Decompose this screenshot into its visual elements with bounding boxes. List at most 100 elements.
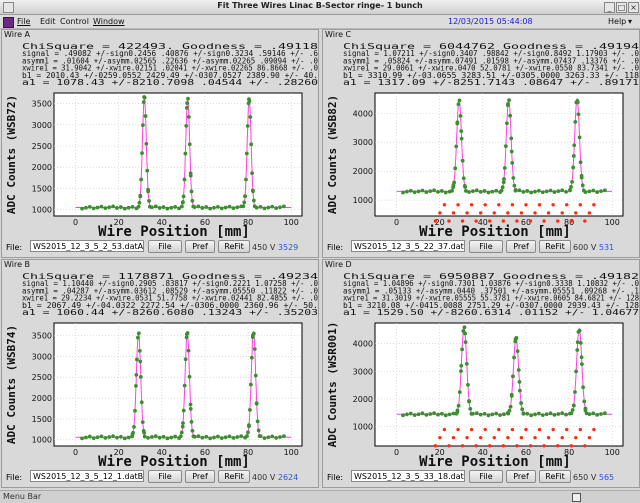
x-tick-label: 60 xyxy=(521,448,531,457)
plot-area xyxy=(53,322,303,447)
fit-stats-line: b1 = 2067.49 +/-04.0322 2272.54 +/-0306.… xyxy=(22,301,318,310)
y-tick-label: 1500 xyxy=(32,415,52,424)
file-controls: File: WS2015_12_3_5_12_1.datB File Pref ReFi… xyxy=(2,470,318,485)
window-menu-button[interactable] xyxy=(3,2,14,13)
background-point xyxy=(560,435,564,440)
refit-button[interactable]: ReFit xyxy=(218,240,250,253)
background-point xyxy=(478,211,483,215)
fit-stats-line: xwire1 = 29.2234 +/-xwire.0531 51.7758 +… xyxy=(22,294,318,303)
data-point xyxy=(469,411,474,416)
background-point xyxy=(442,203,447,207)
background-point xyxy=(492,211,496,215)
data-point xyxy=(536,411,541,416)
data-point xyxy=(99,204,104,209)
data-point xyxy=(254,401,259,406)
x-tick-label: 100 xyxy=(605,448,620,457)
data-point xyxy=(95,205,100,210)
window-title: Fit Three Wires Linac B-Sector ringe- 1 … xyxy=(217,1,423,10)
data-point xyxy=(169,435,174,440)
x-tick-label: 0 xyxy=(73,218,78,227)
data-point xyxy=(138,375,143,379)
data-point xyxy=(529,190,534,195)
file-input[interactable]: WS2015_12_3_5_33_18.datD xyxy=(351,470,465,482)
x-axis-label: Wire Position [mm] xyxy=(419,224,571,240)
fit-stats-line: signal = 1.10440 +/-sign0.2905 .83817 +/… xyxy=(22,279,318,288)
data-point xyxy=(235,435,240,439)
pref-button[interactable]: Pref xyxy=(185,240,215,253)
data-point xyxy=(428,412,433,416)
data-point xyxy=(509,149,514,154)
file-button[interactable]: File xyxy=(469,240,503,253)
data-point xyxy=(432,188,436,193)
file-button[interactable]: File xyxy=(148,240,182,253)
y-axis-label: ADC Counts (WSB82) xyxy=(326,95,339,214)
fit-stats-line: b1 = 3310.99 +/-03.0655 3283.51 +/-0305.… xyxy=(343,71,639,80)
menu-help[interactable]: Help xyxy=(608,17,627,26)
pref-button[interactable]: Pref xyxy=(506,240,536,253)
background-point xyxy=(515,444,519,448)
maximize-button[interactable]: □ xyxy=(616,2,627,13)
file-input[interactable]: WS2015_12_3_5_2_53.datA xyxy=(30,240,144,252)
voltage-readout: 600 V 531 xyxy=(573,243,614,252)
data-point xyxy=(231,206,236,211)
data-point xyxy=(525,189,530,193)
refit-button[interactable]: ReFit xyxy=(539,470,571,483)
file-button[interactable]: File xyxy=(469,470,503,483)
menu-file[interactable]: File xyxy=(17,17,31,26)
x-tick-label: 20 xyxy=(435,448,445,457)
data-point xyxy=(525,411,530,416)
fit-stats-line: ChiSquare = 1178871 Goodness = .49234 xyxy=(22,272,318,281)
data-point xyxy=(251,189,255,194)
minimize-button[interactable]: _ xyxy=(604,2,615,13)
data-point xyxy=(248,407,252,412)
plot-area xyxy=(53,92,303,217)
background-point xyxy=(501,219,506,223)
data-point xyxy=(191,204,196,209)
menu-edit[interactable]: Edit xyxy=(40,17,56,26)
data-point xyxy=(281,204,286,209)
data-point xyxy=(575,340,580,345)
file-input[interactable]: WS2015_12_3_5_22_37.datC xyxy=(351,240,465,252)
menu-control[interactable]: Control xyxy=(60,17,89,26)
pref-button[interactable]: Pref xyxy=(185,470,215,483)
data-point xyxy=(569,185,573,189)
data-point xyxy=(420,411,425,416)
background-point xyxy=(506,435,510,440)
data-point xyxy=(140,151,144,156)
fit-stats-line: asymm1 = .04287 +/-asymm.03612 .08529 +/… xyxy=(22,286,318,295)
data-point xyxy=(136,204,141,209)
data-point xyxy=(452,180,457,185)
data-point xyxy=(548,188,553,193)
data-point xyxy=(461,176,466,181)
wire-chart: ChiSquare = 6950887 Goodness = .49182sig… xyxy=(326,272,639,470)
menu-window[interactable]: Window xyxy=(93,17,125,26)
data-point xyxy=(453,166,458,171)
x-tick-label: 60 xyxy=(200,218,210,227)
y-tick-label: 3500 xyxy=(32,100,52,109)
panel-label: Wire C xyxy=(325,30,352,39)
fit-stats-line: a1 = 1529.50 +/-8260.6314 .01152 +/- 1.0… xyxy=(343,308,639,317)
close-button[interactable]: × xyxy=(628,2,639,13)
data-point xyxy=(457,390,462,395)
refit-button[interactable]: ReFit xyxy=(218,470,250,483)
voltage-value: 650 xyxy=(573,473,589,482)
data-point xyxy=(454,144,459,149)
data-point xyxy=(139,177,144,182)
data-point xyxy=(136,331,141,336)
pref-button[interactable]: Pref xyxy=(506,470,536,483)
data-point xyxy=(502,166,507,170)
file-button[interactable]: File xyxy=(148,470,182,483)
background-point xyxy=(433,219,438,223)
data-point xyxy=(180,424,185,429)
refit-button[interactable]: ReFit xyxy=(539,240,571,253)
data-point xyxy=(248,115,253,119)
data-point xyxy=(178,434,183,439)
background-point xyxy=(483,427,487,432)
data-point xyxy=(510,161,515,165)
data-point xyxy=(490,412,495,417)
voltage-unit: V xyxy=(269,243,276,252)
y-tick-label: 1000 xyxy=(353,423,373,432)
data-point xyxy=(142,95,147,100)
file-controls: File: WS2015_12_3_5_22_37.datC File Pref ReF… xyxy=(323,240,639,255)
file-input[interactable]: WS2015_12_3_5_12_1.datB xyxy=(30,470,144,482)
